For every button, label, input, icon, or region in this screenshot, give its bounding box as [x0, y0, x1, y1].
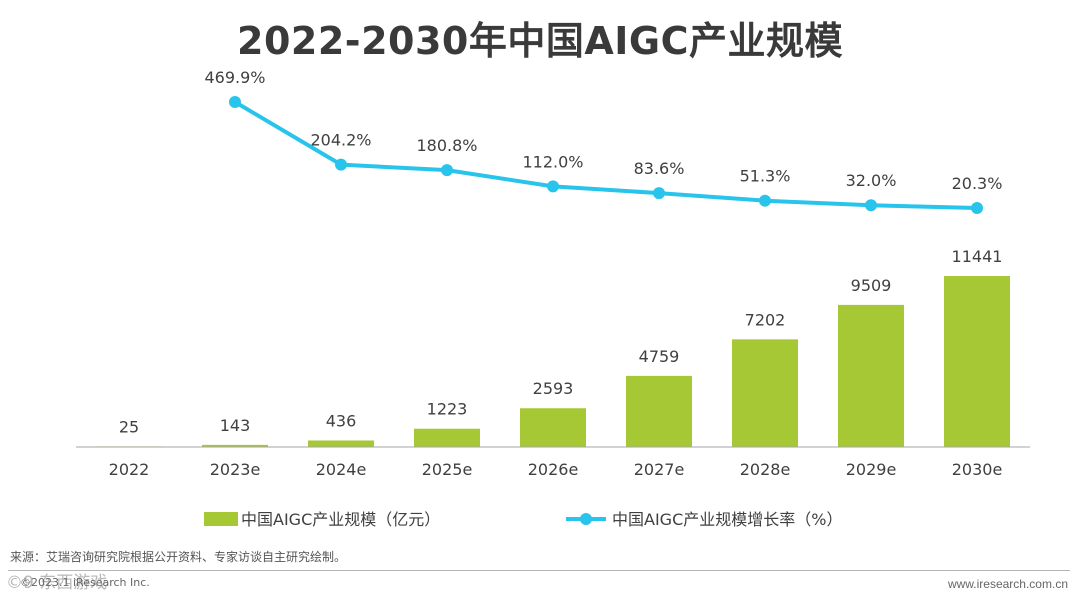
growth-point-2026e: [547, 180, 559, 193]
copyright: ©2023.1 iResearch Inc.: [20, 576, 150, 589]
x-tick-2030e: 2030e: [952, 460, 1003, 479]
website-link[interactable]: www.iresearch.com.cn: [947, 577, 1068, 591]
chart-title: 2022-2030年中国AIGC产业规模: [237, 19, 843, 63]
bar-2024e: [308, 440, 374, 447]
x-tick-2028e: 2028e: [740, 460, 791, 479]
bar-2026e: [520, 408, 586, 447]
legend-line-label: 中国AIGC产业规模增长率（%）: [612, 510, 842, 529]
legend-line-marker: [580, 513, 592, 525]
watermark: ©9 东西游戏: [6, 573, 108, 593]
bar-label-2027e: 4759: [639, 347, 680, 366]
x-tick-2025e: 2025e: [422, 460, 473, 479]
bar-2030e: [944, 276, 1010, 447]
growth-point-2030e: [971, 202, 983, 214]
growth-point-2025e: [441, 164, 453, 177]
combo-chart: 25 2022 143 2023e 436 2024e 1223 2025e 2593 2026e…: [76, 68, 1030, 529]
legend-bar-swatch: [204, 512, 238, 526]
bar-2028e: [732, 339, 798, 447]
bar-2029e: [838, 304, 904, 447]
growth-point-2028e: [759, 194, 771, 207]
growth-label-2028e: 51.3%: [740, 167, 791, 186]
x-tick-2023e: 2023e: [210, 460, 261, 479]
bar-label-2022: 25: [119, 417, 139, 436]
bar-label-2030e: 11441: [952, 247, 1003, 266]
bar-label-2026e: 2593: [533, 379, 574, 398]
x-tick-2026e: 2026e: [528, 460, 579, 479]
footer-divider: [8, 570, 1070, 571]
growth-label-2027e: 83.6%: [634, 159, 685, 178]
x-tick-2024e: 2024e: [316, 460, 367, 479]
bar-label-2025e: 1223: [427, 400, 468, 419]
growth-label-2025e: 180.8%: [416, 136, 477, 155]
x-tick-2027e: 2027e: [634, 460, 685, 479]
bar-label-2023e: 143: [220, 416, 251, 435]
bar-label-2029e: 9509: [851, 276, 892, 295]
growth-point-2027e: [653, 187, 665, 200]
bar-label-2024e: 436: [326, 411, 357, 430]
growth-label-2024e: 204.2%: [310, 131, 371, 150]
bar-2027e: [626, 375, 692, 447]
bar-label-2028e: 7202: [745, 310, 786, 329]
growth-label-2026e: 112.0%: [522, 152, 583, 171]
growth-label-2030e: 20.3%: [952, 174, 1003, 193]
growth-line: [233, 100, 978, 210]
growth-point-2024e: [335, 158, 347, 171]
growth-point-2023e: [229, 96, 241, 108]
source-note: 来源：艾瑞咨询研究院根据公开资料、专家访谈自主研究绘制。: [10, 550, 347, 564]
growth-label-2029e: 32.0%: [846, 171, 897, 190]
legend-bar-label: 中国AIGC产业规模（亿元）: [241, 510, 440, 529]
growth-point-2029e: [865, 199, 877, 212]
bar-2025e: [414, 428, 480, 447]
bar-2023e: [202, 444, 268, 447]
x-tick-2029e: 2029e: [846, 460, 897, 479]
x-tick-2022: 2022: [109, 460, 150, 479]
growth-label-2023e: 469.9%: [204, 68, 265, 87]
